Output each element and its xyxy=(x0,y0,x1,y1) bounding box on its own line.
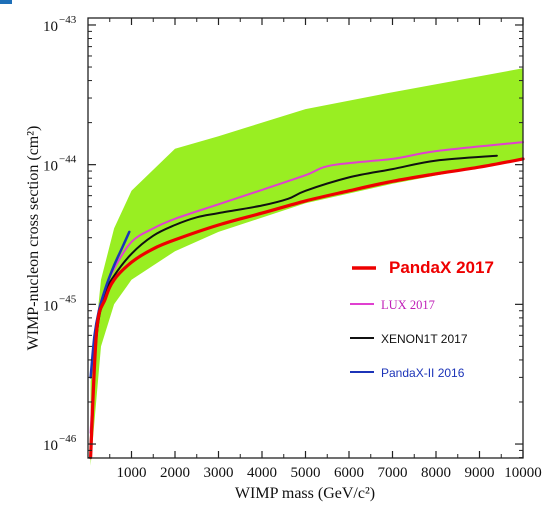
x-axis-title: WIMP mass (GeV/c²) xyxy=(235,485,375,502)
ticks-layer: 1000 2000 3000 4000 5000 6000 7000 8000 9000 1000… xyxy=(43,14,542,481)
y-tick-exponent: −46 xyxy=(59,433,77,445)
y-axis-title-text: WIMP-nucleon cross section (cm²) xyxy=(25,126,42,351)
y-tick-label: 10 xyxy=(43,298,58,314)
y-tick-exponent: −44 xyxy=(59,154,77,166)
y-tick-label: 10 xyxy=(43,159,58,175)
x-tick-label: 3000 xyxy=(204,465,234,481)
corner-accent-mark xyxy=(0,0,12,4)
y-tick-base: 10 xyxy=(43,298,58,314)
legend-label-pandax-2017: PandaX 2017 xyxy=(389,258,494,277)
x-tick-label: 5000 xyxy=(291,465,321,481)
series-line-xenon1t-2017 xyxy=(89,154,498,445)
y-tick-base: 10 xyxy=(43,438,58,454)
x-tick-label: 6000 xyxy=(334,465,364,481)
x-tick-label: 7000 xyxy=(378,465,408,481)
legend-label-xenon1t-2017: XENON1T 2017 xyxy=(381,332,468,346)
x-axis-title-text: WIMP mass (GeV/c²) xyxy=(235,485,375,502)
x-tick-label: 4000 xyxy=(247,465,277,481)
legend-label-lux-2017: LUX 2017 xyxy=(381,298,435,312)
legend-layer: PandaX 2017 LUX 2017 XENON1T 2017 PandaX-II… xyxy=(350,258,494,380)
legend-label-pandax-ii-2016: PandaX-II 2016 xyxy=(381,366,465,380)
series-line-pandax-ii-2016 xyxy=(89,230,131,379)
series-layer xyxy=(89,141,525,460)
y-tick-base: 10 xyxy=(43,159,58,175)
signal-band xyxy=(90,68,523,466)
y-tick-base: 10 xyxy=(43,19,58,35)
x-tick-label: 2000 xyxy=(160,465,190,481)
band-layer xyxy=(90,68,523,466)
y-tick-exponent: −45 xyxy=(59,293,77,305)
x-tick-label: 10000 xyxy=(504,465,542,481)
series-line-pandax-2017 xyxy=(89,157,525,460)
y-axis-title: WIMP-nucleon cross section (cm²) xyxy=(25,126,42,351)
x-tick-label: 8000 xyxy=(421,465,451,481)
x-tick-label: 9000 xyxy=(465,465,495,481)
y-tick-label: 10 xyxy=(43,19,58,35)
x-tick-label: 1000 xyxy=(117,465,147,481)
y-tick-exponent: −43 xyxy=(59,14,77,26)
y-tick-label: 10 xyxy=(43,438,58,454)
